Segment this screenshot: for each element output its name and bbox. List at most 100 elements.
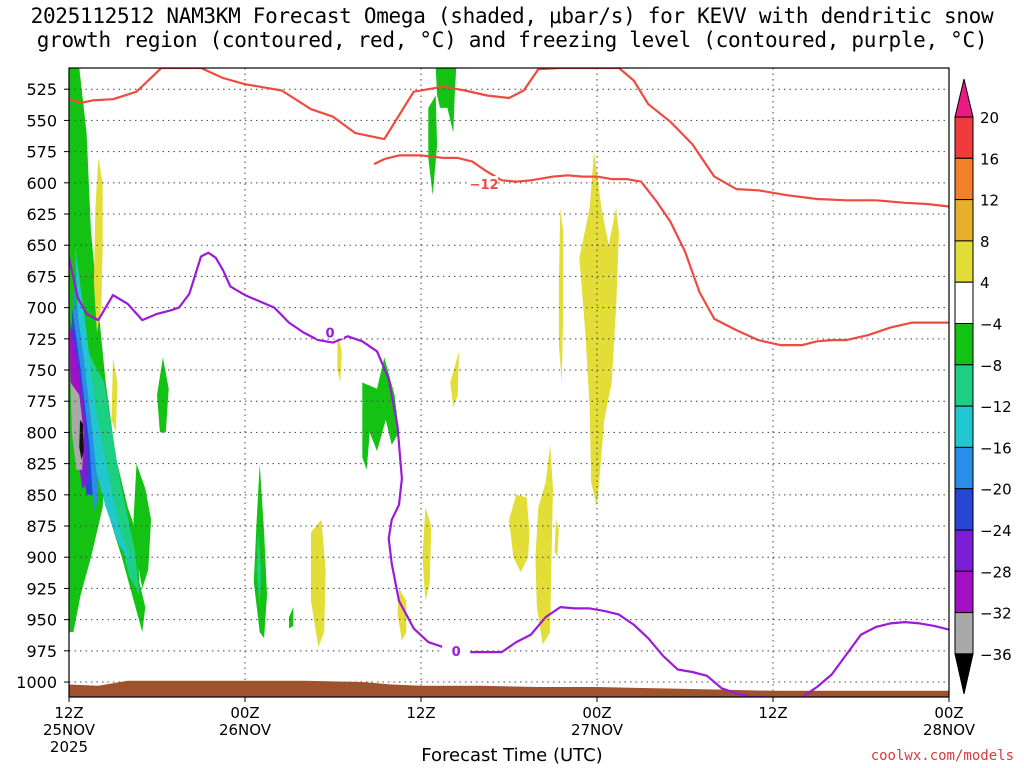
- y-tick-label: 725: [26, 330, 57, 349]
- y-tick-label: 675: [26, 267, 57, 286]
- y-tick-label: 650: [26, 236, 57, 255]
- y-tick-label: 800: [26, 423, 57, 442]
- colorbar-label: −4: [980, 316, 1002, 334]
- y-tick-label: 850: [26, 486, 57, 505]
- omega-region-18: [93, 157, 103, 333]
- x-tick-label: 26NOV: [219, 721, 272, 739]
- contour-label-bg: [316, 324, 345, 339]
- y-axis-ticks: 525 550 575 600 625 650 675 700 725 750 775 800 825 8…: [16, 80, 69, 692]
- omega-region-12: [73, 282, 99, 514]
- colorbar-bottom-arrow: [954, 653, 974, 695]
- omega-region-10: [256, 532, 262, 608]
- y-tick-label: 925: [26, 579, 57, 598]
- omega-region-19: [111, 357, 118, 433]
- colorbar-swatch: [954, 199, 974, 242]
- contour-label: 0: [452, 645, 461, 660]
- omega-region-28: [579, 151, 619, 508]
- colorbar-swatch: [954, 405, 974, 448]
- y-tick-label: 1000: [16, 673, 57, 692]
- colorbar-label: 4: [980, 274, 990, 292]
- x-tick-label: 00Z: [934, 704, 963, 722]
- surface-polygon: [69, 680, 949, 697]
- contour-label-bg: [470, 176, 499, 191]
- colorbar-label: −28: [980, 563, 1012, 581]
- y-tick-label: 625: [26, 205, 57, 224]
- credit-text: coolwx.com/models: [870, 748, 1014, 764]
- omega-region-20: [311, 519, 326, 648]
- colorbar-swatch: [954, 323, 974, 366]
- y-tick-label: 750: [26, 361, 57, 380]
- y-tick-label: 550: [26, 111, 57, 130]
- y-tick-label: 575: [26, 143, 57, 162]
- x-tick-label: 12Z: [54, 704, 83, 722]
- omega-region-17: [79, 419, 84, 460]
- colorbar-swatch: [954, 612, 974, 655]
- y-tick-label: 950: [26, 611, 57, 630]
- omega-shading: [69, 68, 619, 648]
- x-tick-label: 2025: [50, 738, 88, 756]
- colorbar-swatch: [954, 364, 974, 407]
- y-tick-label: 525: [26, 80, 57, 99]
- omega-region-24: [450, 351, 460, 408]
- colorbar-label: −20: [980, 481, 1012, 499]
- x-tick-label: 12Z: [406, 704, 435, 722]
- y-tick-label: 900: [26, 548, 57, 567]
- x-tick-label: 00Z: [582, 704, 611, 722]
- y-tick-label: 975: [26, 642, 57, 661]
- colorbar-swatch: [954, 240, 974, 283]
- colorbar-swatch: [954, 488, 974, 531]
- omega-region-4: [253, 463, 267, 639]
- colorbar-label: −8: [980, 357, 1002, 375]
- omega-region-29: [554, 519, 559, 558]
- y-tick-label: 775: [26, 392, 57, 411]
- y-tick-label: 600: [26, 174, 57, 193]
- x-tick-label: 27NOV: [571, 721, 624, 739]
- x-tick-label: 12Z: [758, 704, 787, 722]
- chart-title-line1: 2025112512 NAM3KM Forecast Omega (shaded…: [30, 4, 994, 28]
- chart-title-line2: growth region (contoured, red, °C) and f…: [36, 28, 988, 52]
- colorbar-label: −12: [980, 398, 1012, 416]
- y-tick-label: 825: [26, 455, 57, 474]
- colorbar-label: −24: [980, 522, 1012, 540]
- colorbar-label: 8: [980, 233, 990, 251]
- y-tick-label: 700: [26, 299, 57, 318]
- contour-lines: −12 0 0: [69, 68, 949, 697]
- surface-terrain: [69, 680, 949, 697]
- colorbar: 20 16 12 8 4 −4 −8 −12 −16 −20 −24 −28 −32 −36: [954, 78, 1012, 695]
- colorbar-label: −32: [980, 605, 1012, 623]
- colorbar-swatch: [954, 570, 974, 614]
- omega-region-5: [289, 607, 294, 629]
- x-tick-label: 28NOV: [923, 721, 976, 739]
- colorbar-label: 16: [980, 150, 999, 168]
- x-tick-label: 25NOV: [43, 721, 96, 739]
- x-axis-label: Forecast Time (UTC): [421, 745, 603, 766]
- colorbar-swatch: [954, 157, 974, 201]
- contour-label: −12: [470, 178, 499, 193]
- omega-region-6: [362, 357, 399, 470]
- colorbar-swatch: [954, 529, 974, 572]
- chart-title: 2025112512 NAM3KM Forecast Omega (shaded…: [0, 4, 1024, 52]
- colorbar-swatch: [954, 281, 974, 325]
- omega-region-7: [435, 68, 457, 133]
- colorbar-label: 12: [980, 192, 999, 210]
- contour-line-3: [801, 621, 949, 697]
- colorbar-swatch: [954, 446, 974, 490]
- contour-line-1: [373, 154, 949, 347]
- contour-line-2: [69, 251, 766, 697]
- colorbar-top-arrow: [954, 78, 974, 118]
- omega-region-8: [428, 95, 438, 196]
- colorbar-label: −36: [980, 646, 1012, 664]
- colorbar-swatch: [954, 116, 974, 159]
- omega-region-25: [509, 494, 530, 573]
- omega-region-27: [558, 207, 564, 383]
- plot-frame: [68, 67, 950, 698]
- omega-region-3: [157, 357, 169, 433]
- contour-line-0: [69, 68, 949, 208]
- gridlines: [69, 68, 949, 697]
- colorbar-label: −16: [980, 439, 1012, 457]
- contour-label-bg: [442, 642, 471, 657]
- x-tick-label: 00Z: [230, 704, 259, 722]
- y-tick-label: 875: [26, 517, 57, 536]
